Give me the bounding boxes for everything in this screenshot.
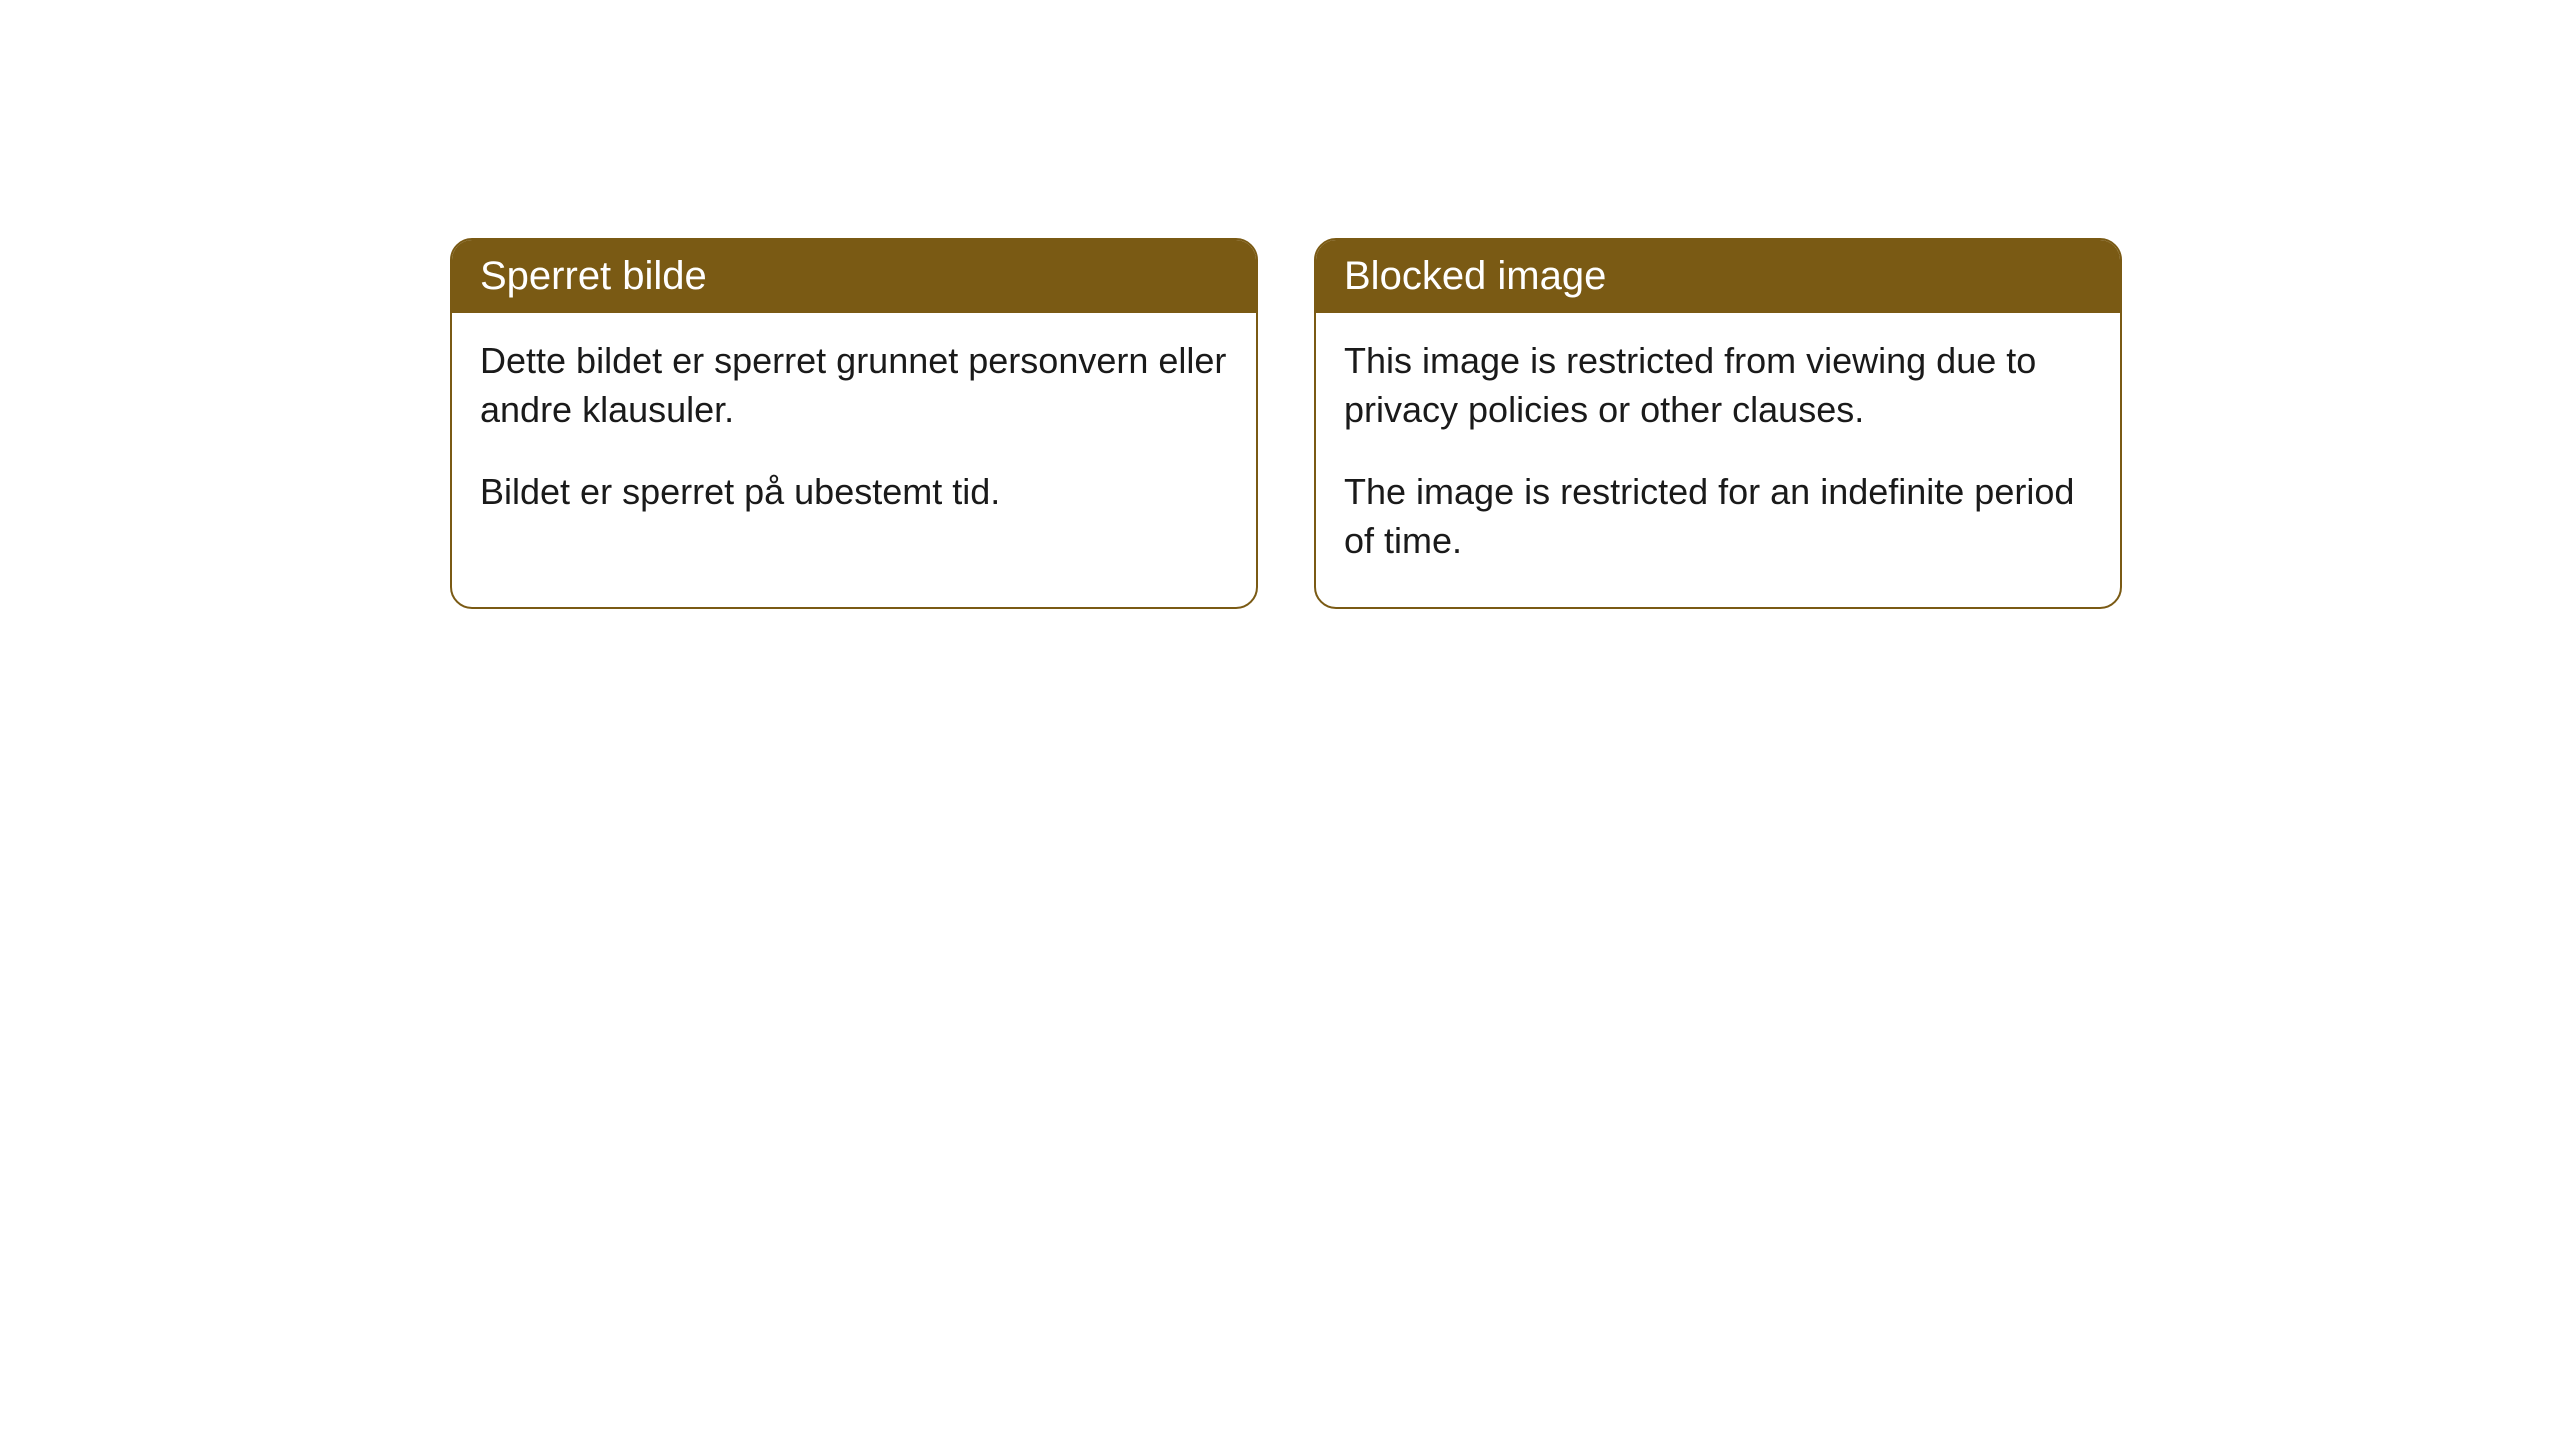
card-header-english: Blocked image: [1316, 240, 2120, 313]
card-paragraph-2-english: The image is restricted for an indefinit…: [1344, 468, 2092, 565]
card-body-english: This image is restricted from viewing du…: [1316, 313, 2120, 607]
card-title-english: Blocked image: [1344, 254, 1606, 298]
card-container: Sperret bilde Dette bildet er sperret gr…: [0, 0, 2560, 609]
card-paragraph-1-norwegian: Dette bildet er sperret grunnet personve…: [480, 337, 1228, 434]
card-title-norwegian: Sperret bilde: [480, 254, 707, 298]
card-paragraph-1-english: This image is restricted from viewing du…: [1344, 337, 2092, 434]
card-header-norwegian: Sperret bilde: [452, 240, 1256, 313]
card-paragraph-2-norwegian: Bildet er sperret på ubestemt tid.: [480, 468, 1228, 517]
card-body-norwegian: Dette bildet er sperret grunnet personve…: [452, 313, 1256, 559]
blocked-image-card-english: Blocked image This image is restricted f…: [1314, 238, 2122, 609]
blocked-image-card-norwegian: Sperret bilde Dette bildet er sperret gr…: [450, 238, 1258, 609]
